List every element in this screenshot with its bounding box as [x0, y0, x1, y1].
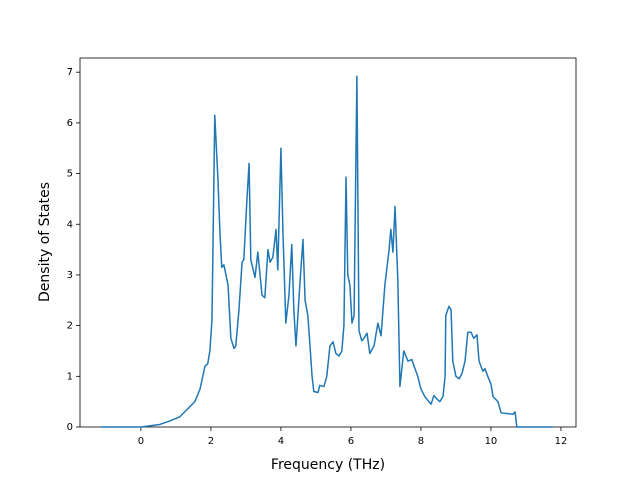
y-tick-label: 3 [67, 270, 73, 281]
y-axis-label: Density of States [37, 182, 53, 302]
x-tick-label: 4 [278, 436, 284, 447]
y-tick-label: 4 [67, 219, 73, 230]
x-tick-label: 8 [418, 436, 424, 447]
y-tick-label: 1 [67, 371, 73, 382]
x-tick-label: 6 [348, 436, 354, 447]
x-tick-label: 10 [485, 436, 498, 447]
y-tick-label: 2 [67, 321, 73, 332]
data-line [101, 75, 553, 428]
y-tick-label: 7 [67, 67, 73, 78]
y-tick-label: 0 [67, 422, 73, 433]
x-tick-label: 2 [208, 436, 214, 447]
plot-frame [79, 57, 577, 428]
x-tick-label: 12 [555, 436, 568, 447]
x-axis-label: Frequency (THz) [271, 457, 385, 473]
x-tick-label: 0 [138, 436, 144, 447]
y-tick-label: 6 [67, 118, 73, 129]
y-tick-label: 5 [67, 169, 73, 180]
